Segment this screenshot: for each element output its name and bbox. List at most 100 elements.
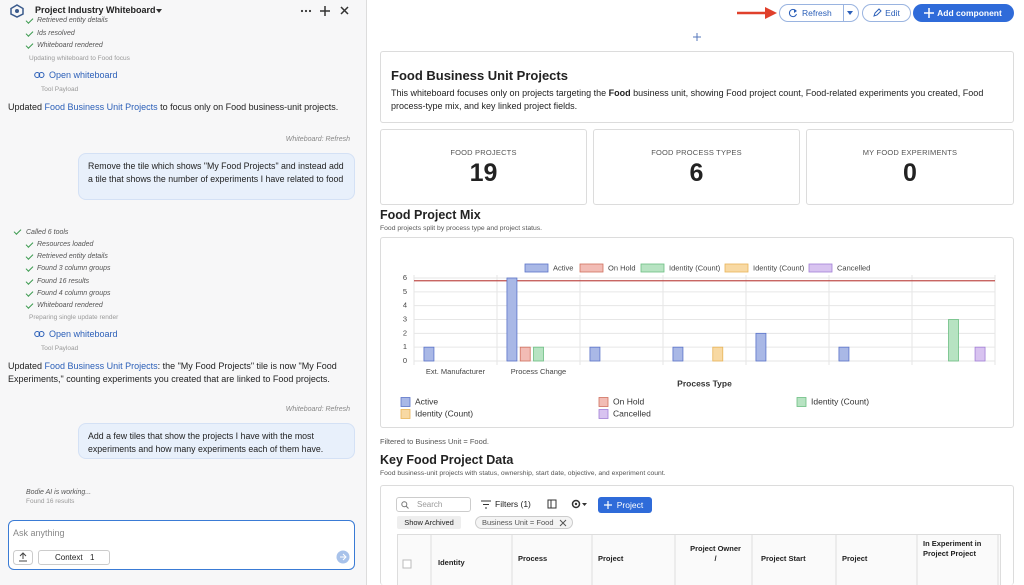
context-count: 1	[90, 553, 95, 562]
step: Whiteboard rendered	[37, 302, 103, 309]
column-header[interactable]: Process	[518, 554, 548, 563]
legend-label: Identity (Count)	[669, 263, 721, 272]
x-tick-label: Process Change	[511, 367, 566, 376]
context-tag: Whiteboard: Refresh	[285, 406, 350, 413]
refresh-dropdown[interactable]	[843, 5, 858, 21]
link-icon	[34, 72, 45, 78]
plus-icon	[604, 501, 612, 509]
y-tick-label: 3	[403, 314, 407, 323]
link[interactable]: Food Business Unit Projects	[44, 361, 158, 371]
y-tick-label: 2	[403, 328, 407, 337]
legend-label: Identity (Count)	[415, 408, 473, 418]
whiteboard-title: Food Business Unit Projects	[391, 68, 568, 83]
kpi-value: 0	[903, 159, 917, 187]
text: Updated	[8, 361, 45, 371]
label: Show Archived	[404, 518, 454, 527]
filter-icon	[481, 500, 491, 509]
legend-swatch	[579, 263, 604, 273]
bar	[672, 346, 684, 362]
y-tick-label: 6	[403, 273, 407, 282]
open-whiteboard-link[interactable]: Open whiteboard	[49, 70, 118, 80]
send-button[interactable]	[336, 550, 350, 564]
table-title: Key Food Project Data	[380, 453, 514, 467]
legend-swatch	[724, 263, 749, 273]
bar	[506, 277, 518, 362]
step: Found 3 column groups	[37, 265, 111, 272]
column-header[interactable]: Project Start	[761, 554, 806, 563]
column-header[interactable]: In Experiment in Project Project	[923, 539, 982, 558]
text: Food	[608, 88, 631, 98]
bar	[423, 346, 435, 362]
text: : the "My Food Projects" tile is now "My…	[8, 361, 337, 384]
legend-swatch	[598, 397, 609, 407]
search-box[interactable]: Search	[396, 497, 471, 512]
tools-title[interactable]: Called 6 tools	[26, 229, 69, 236]
link-icon	[34, 331, 45, 337]
label: Business Unit = Food	[482, 518, 554, 527]
kpi-label: MY FOOD EXPERIMENTS	[862, 148, 958, 157]
search-placeholder: Search	[417, 500, 443, 509]
label: Edit	[885, 8, 900, 18]
text: business unit, showing Food project coun…	[391, 88, 984, 111]
header-card: Food Business Unit Projects This whitebo…	[380, 51, 1014, 123]
input-placeholder: Ask anything	[13, 528, 65, 538]
annotation-arrow	[737, 7, 777, 19]
plus-icon	[924, 8, 934, 18]
table-tools[interactable]	[547, 498, 597, 510]
upload-button[interactable]	[13, 550, 33, 565]
working-status: Bodie AI is working...	[26, 489, 92, 496]
chat-input[interactable]: Ask anything Context 1	[8, 520, 355, 570]
refresh-button[interactable]: Refresh	[779, 4, 859, 22]
chart-footnote: Filtered to Business Unit = Food.	[380, 437, 490, 446]
context-button[interactable]: Context 1	[38, 550, 110, 565]
assistant-message: Updated Food Business Unit Projects to f…	[8, 101, 358, 114]
kpi-card: MY FOOD EXPERIMENTS 0	[806, 129, 1014, 205]
context-label: Context	[55, 553, 83, 562]
column-header[interactable]: Project	[598, 554, 624, 563]
kpi-label: FOOD PROCESS TYPES	[651, 148, 742, 157]
legend-swatch	[598, 409, 609, 419]
label: Refresh	[802, 8, 832, 18]
add-project-button[interactable]: Project	[598, 497, 652, 513]
add-component-button[interactable]: Add component	[913, 4, 1014, 22]
table-card: Search Filters (1) Project Show Archived…	[380, 485, 1014, 585]
step: Retrieved entity details	[37, 17, 108, 24]
kpi-value: 19	[469, 159, 498, 187]
panel-title[interactable]: Project Industry Whiteboard	[35, 5, 156, 15]
legend-swatch	[640, 263, 665, 273]
column-header[interactable]: Identity	[438, 558, 465, 567]
legend-label: Cancelled	[613, 408, 651, 418]
step: Retrieved entity details	[37, 253, 108, 260]
text: This whiteboard focuses only on projects…	[391, 88, 609, 98]
link[interactable]: Food Business Unit Projects	[44, 102, 158, 112]
show-archived-toggle[interactable]: Show Archived	[397, 516, 461, 529]
tool-payload[interactable]: Tool Payload	[41, 345, 79, 352]
status: Updating whiteboard to Food focus	[29, 55, 130, 62]
chart-card: 0 1 2 3 4 5 6 Ext. Manufacturer Process Change Pr…	[380, 237, 1014, 428]
user-message: Add a few tiles that show the projects I…	[78, 423, 355, 459]
label: Add component	[937, 8, 1002, 18]
title-dropdown[interactable]	[155, 8, 163, 14]
panel-actions[interactable]	[298, 4, 354, 18]
table-header: Identity Process Project Project Owner /…	[397, 534, 1001, 585]
text: Updated	[8, 102, 45, 112]
filter-chip[interactable]: Business Unit = Food	[475, 516, 573, 529]
column-header[interactable]: Project	[842, 554, 868, 563]
add-row-button[interactable]	[692, 32, 702, 42]
legend-label: Active	[415, 396, 438, 406]
user-message: Remove the tile which shows "My Food Pro…	[78, 153, 355, 200]
legend-label: On Hold	[613, 396, 644, 406]
step: Whiteboard rendered	[37, 42, 103, 49]
bar	[712, 346, 724, 362]
filters-button[interactable]: Filters (1)	[495, 499, 531, 509]
text: to focus only on Food business-unit proj…	[157, 102, 339, 112]
tool-payload[interactable]: Tool Payload	[41, 86, 79, 93]
bar	[589, 346, 601, 362]
edit-button[interactable]: Edit	[862, 4, 911, 22]
open-whiteboard-link[interactable]: Open whiteboard	[49, 329, 118, 339]
x-axis-title: Process Type	[677, 378, 732, 388]
edit-icon	[873, 8, 882, 17]
chip-remove[interactable]	[559, 519, 567, 527]
column-header[interactable]: Project Owner /	[690, 544, 741, 563]
